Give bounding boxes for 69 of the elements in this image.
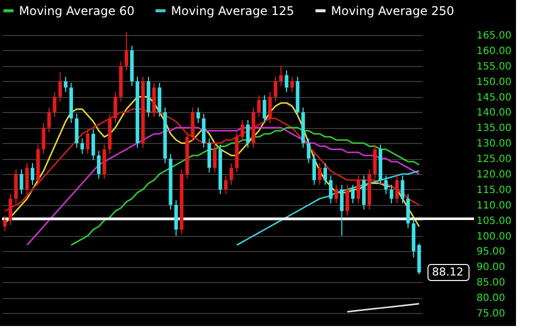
- y-tick-label: 135.00: [476, 123, 512, 134]
- candlestick: [290, 76, 294, 93]
- candlestick: [328, 175, 333, 204]
- candlestick: [20, 168, 24, 195]
- line-series: [4, 96, 420, 228]
- candlestick: [124, 31, 128, 72]
- y-tick-label: 120.00: [476, 170, 512, 180]
- candlestick: [340, 184, 344, 236]
- y-tick-label: 110.00: [476, 200, 512, 212]
- candlestick: [42, 122, 46, 154]
- y-tick-label: 105.00: [476, 216, 512, 227]
- line-series: [236, 170, 420, 246]
- legend-label: Moving Average 60: [19, 4, 135, 18]
- y-tick-label: 90.00: [476, 262, 506, 274]
- y-tick-label: 95.00: [476, 246, 506, 258]
- candlestick: [395, 175, 399, 204]
- candlestick: [114, 92, 118, 124]
- y-tick-label: 100.00: [476, 231, 512, 242]
- candlestick: [96, 150, 101, 180]
- y-tick-label: 75.00: [476, 308, 506, 320]
- candlestick: [246, 119, 250, 148]
- candlestick: [400, 175, 404, 204]
- candlestick: [64, 76, 68, 93]
- candlestick: [3, 215, 7, 232]
- candlestick: [279, 65, 283, 86]
- candlestick: [58, 72, 62, 102]
- candlestick: [86, 128, 90, 154]
- candlestick: [30, 162, 34, 186]
- candlestick: [8, 194, 12, 226]
- candlestick: [323, 162, 328, 186]
- candlestick: [212, 144, 217, 173]
- y-tick-label: 130.00: [476, 138, 512, 150]
- candlestick: [25, 162, 29, 195]
- legend-label: Moving Average 125: [171, 4, 294, 18]
- candlestick: [284, 70, 288, 93]
- candlestick: [257, 94, 261, 118]
- candlestick: [52, 92, 56, 118]
- y-tick-label: 165.00: [476, 30, 512, 42]
- candlestick: [224, 175, 228, 195]
- candlestick: [334, 184, 338, 204]
- candlestick: [351, 184, 355, 204]
- candlestick: [312, 153, 316, 186]
- candlestick: [274, 76, 278, 102]
- y-tick-label: 140.00: [476, 108, 512, 119]
- y-tick-label: 155.00: [476, 61, 512, 72]
- y-tick-label: 150.00: [476, 76, 512, 88]
- candlestick: [318, 162, 322, 186]
- candlestick: [268, 92, 272, 124]
- y-tick-label: 160.00: [476, 46, 512, 57]
- y-tick-label: 115.00: [476, 184, 512, 196]
- y-tick-label: 85.00: [476, 278, 506, 289]
- candlestick: [230, 162, 234, 186]
- line-series: [346, 302, 420, 313]
- candlestick: [306, 138, 310, 164]
- candlestick: [346, 184, 350, 216]
- y-tick-label: 145.00: [476, 92, 512, 104]
- candlestick: [47, 107, 51, 133]
- candlestick: [91, 128, 96, 161]
- candlestick: [196, 107, 200, 124]
- candlestick: [80, 138, 84, 154]
- candlestick: [356, 175, 360, 204]
- candlestick: [240, 119, 244, 142]
- text: 88.12: [432, 265, 464, 278]
- candlestick: [390, 184, 394, 204]
- candlestick: [384, 175, 388, 195]
- candlestick: [262, 94, 266, 124]
- y-tick-label: 80.00: [476, 293, 506, 304]
- y-tick-label: 125.00: [476, 154, 512, 166]
- legend-label: Moving Average 250: [331, 4, 454, 18]
